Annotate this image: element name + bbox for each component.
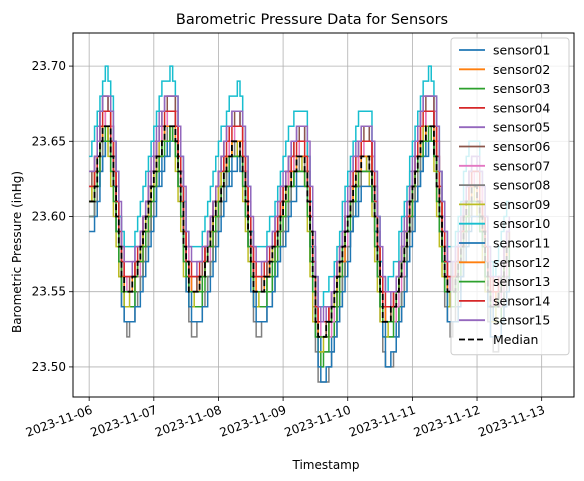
- legend-label: sensor12: [493, 255, 550, 270]
- chart-title: Barometric Pressure Data for Sensors: [176, 12, 448, 28]
- x-tick-label: 2023-11-08: [153, 403, 223, 440]
- y-axis-label: Barometric Pressure (inHg): [10, 171, 24, 333]
- legend-label: sensor03: [493, 81, 550, 96]
- y-tick-label: 23.55: [32, 285, 66, 299]
- legend-label: sensor07: [493, 158, 550, 173]
- y-tick-label: 23.65: [32, 134, 66, 148]
- y-tick-label: 23.60: [32, 210, 66, 224]
- series-line-median: [89, 125, 510, 338]
- x-tick-label: 2023-11-11: [347, 403, 417, 440]
- plot-frame: [72, 32, 575, 398]
- legend-label: sensor05: [493, 120, 550, 135]
- legend-label: sensor08: [493, 178, 550, 193]
- y-tick-label: 23.50: [32, 360, 66, 374]
- legend: sensor01 sensor02 sensor03 sensor04 sensor05…: [450, 37, 570, 356]
- legend-label: sensor10: [493, 216, 550, 231]
- x-tick-label: 2023-11-10: [282, 403, 352, 440]
- legend-label: sensor09: [493, 197, 550, 212]
- legend-box: [450, 37, 570, 356]
- legend-label: sensor15: [493, 313, 550, 328]
- y-tick-label: 23.70: [32, 59, 66, 73]
- x-tick-label: 2023-11-12: [412, 403, 482, 440]
- legend-label: sensor01: [493, 43, 550, 58]
- legend-label: sensor06: [493, 139, 550, 154]
- series-lines: [89, 65, 511, 383]
- legend-label: sensor14: [493, 293, 550, 308]
- series-line-sensor13: [89, 125, 511, 338]
- x-tick-label: 2023-11-13: [476, 403, 546, 440]
- legend-label: sensor04: [493, 100, 550, 115]
- x-tick-label: 2023-11-07: [89, 403, 159, 440]
- x-tick-label: 2023-11-06: [24, 403, 94, 440]
- legend-label: Median: [493, 332, 538, 347]
- legend-label: sensor13: [493, 274, 550, 289]
- x-tick-label: 2023-11-09: [218, 403, 288, 440]
- series-line-sensor08: [89, 125, 510, 383]
- x-axis: 2023-11-062023-11-072023-11-082023-11-09…: [24, 397, 547, 440]
- series-line-sensor07: [89, 110, 511, 338]
- legend-label: sensor02: [493, 62, 550, 77]
- x-axis-label: Timestamp: [292, 458, 360, 472]
- legend-label: sensor11: [493, 236, 550, 251]
- series-line-sensor15: [89, 95, 511, 323]
- y-axis: 23.50 23.55 23.60 23.65 23.70: [32, 59, 73, 374]
